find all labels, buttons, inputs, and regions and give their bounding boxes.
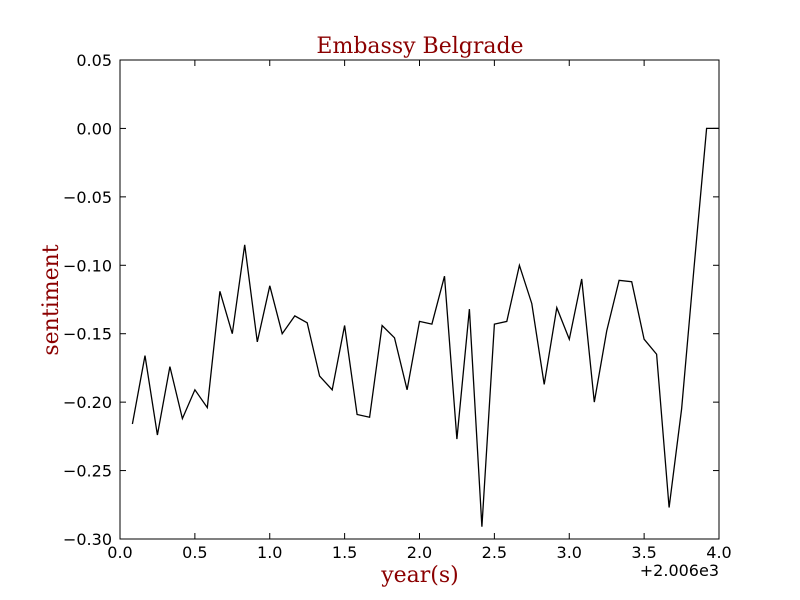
x-tick-label: 2.5 [482, 543, 507, 562]
chart-title: Embassy Belgrade [316, 34, 523, 59]
y-tick-label: −0.25 [63, 462, 112, 481]
y-tick-label: −0.15 [63, 325, 112, 344]
series-line-0 [131, 127, 719, 527]
x-tick-label: 1.5 [332, 543, 357, 562]
y-tick-label: −0.05 [63, 188, 112, 207]
x-tick-label: 0.0 [107, 543, 132, 562]
x-axis-offset-label: +2.006e3 [640, 561, 719, 580]
y-axis: 0.05 0.00 −0.05 −0.10 −0.15 −0.20 −0.25 −0.30 [63, 51, 719, 549]
x-tick-label: 0.5 [182, 543, 207, 562]
y-tick-label: 0.05 [76, 51, 112, 70]
x-tick-label: 2.0 [407, 543, 432, 562]
plot-frame [119, 59, 720, 540]
series-layer [131, 127, 719, 527]
x-tick-label: 4.0 [706, 543, 731, 562]
x-tick-label: 1.0 [257, 543, 282, 562]
y-axis-label: sentiment [39, 244, 64, 355]
y-tick-label: 0.00 [76, 119, 112, 138]
x-tick-label: 3.5 [631, 543, 656, 562]
y-tick-label: −0.20 [63, 393, 112, 412]
x-axis-label: year(s) [380, 563, 459, 588]
x-tick-label: 3.0 [557, 543, 582, 562]
x-axis: 0.0 0.5 1.0 1.5 2.0 2.5 3.0 3.5 4.0 [107, 60, 732, 562]
y-tick-label: −0.10 [63, 256, 112, 275]
y-tick-label: −0.30 [63, 530, 112, 549]
